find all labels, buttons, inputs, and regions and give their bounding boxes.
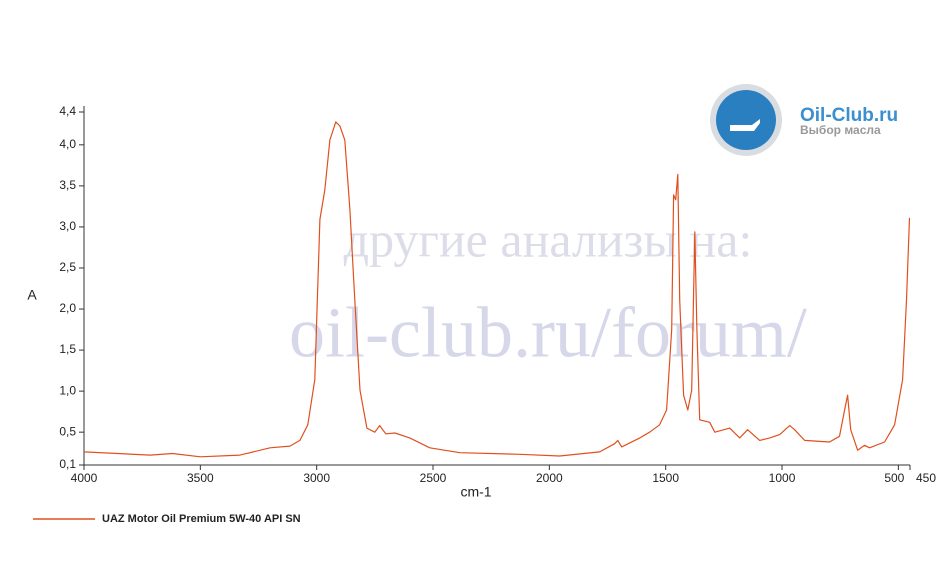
x-tick-label: 500 xyxy=(884,471,904,485)
y-tick-label: 3,5 xyxy=(59,178,76,192)
spectrum-line xyxy=(83,121,911,458)
y-tick-label: 4,4 xyxy=(59,104,76,118)
x-tick-label: 3500 xyxy=(187,471,214,485)
y-tick-label: 1,5 xyxy=(59,342,76,356)
watermark: другие анализы на: xyxy=(344,211,753,267)
y-tick-label: 2,5 xyxy=(59,260,76,274)
x-tick-label: 2500 xyxy=(420,471,447,485)
y-tick-label: 0,5 xyxy=(59,424,76,438)
logo-icon xyxy=(730,119,760,131)
x-axis-label: cm-1 xyxy=(460,484,491,500)
x-tick-label: 1500 xyxy=(652,471,679,485)
x-tick-label: 1000 xyxy=(769,471,796,485)
x-tick-label: 2000 xyxy=(536,471,563,485)
logo: Oil-Club.ru Выбор масла xyxy=(710,84,898,156)
y-tick-label: 1,0 xyxy=(59,383,76,397)
x-tick-label: 4000 xyxy=(71,471,98,485)
watermark: oil-club.ru/forum/ xyxy=(289,293,807,373)
y-tick-label: 4,0 xyxy=(59,137,76,151)
logo-disc xyxy=(716,90,776,150)
y-tick-label: 2,0 xyxy=(59,301,76,315)
x-tick-label: 450 xyxy=(916,471,936,485)
y-tick-label: 3,0 xyxy=(59,219,76,233)
logo-subtitle: Выбор масла xyxy=(800,123,881,137)
y-axis-label: A xyxy=(27,287,37,303)
legend-label: UAZ Motor Oil Premium 5W-40 API SN xyxy=(102,513,301,525)
y-tick-label: 0,1 xyxy=(59,457,76,471)
x-tick-label: 3000 xyxy=(303,471,330,485)
logo-title: Oil-Club.ru xyxy=(800,105,898,126)
